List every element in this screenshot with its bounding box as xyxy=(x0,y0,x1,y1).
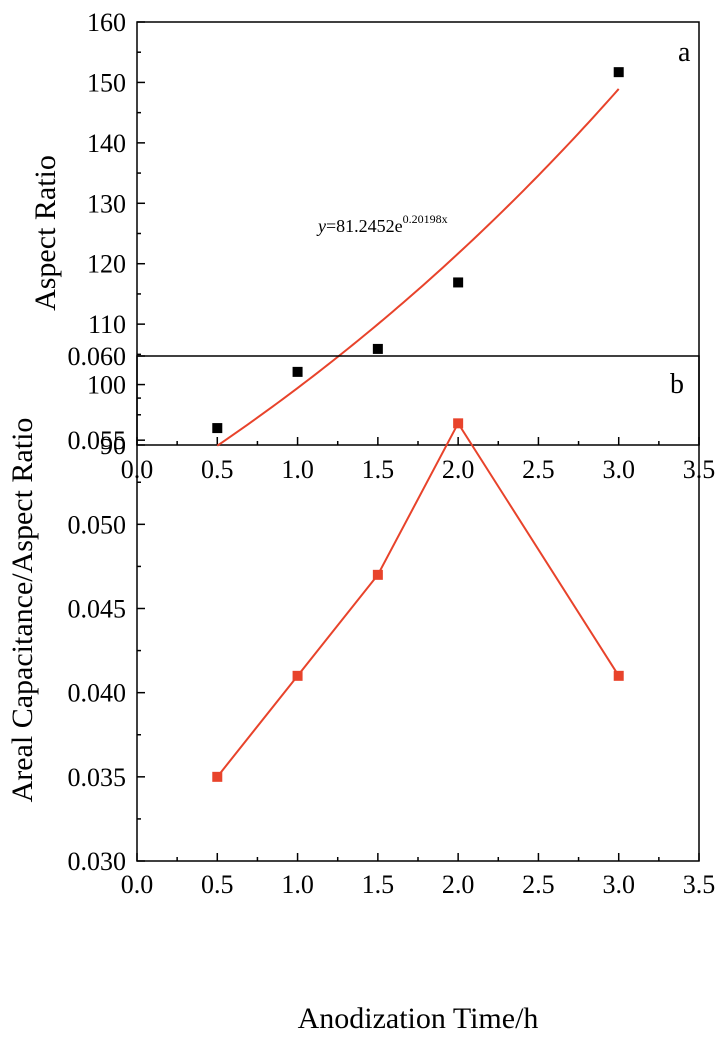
panel-b-data-point xyxy=(372,569,383,580)
fit-curve xyxy=(216,88,620,447)
panel-a-y-tick-label: 120 xyxy=(87,250,126,279)
panel-b-y-tick-label: 0.030 xyxy=(68,847,127,876)
panel-b-axis-ticks: 0.0 0.5 1.0 1.5 2.0 2.5 3.0 3.5 0.030 0.035 0.040 0… xyxy=(68,342,716,899)
panel-b-series-line xyxy=(216,421,620,778)
panel-b-letter: b xyxy=(670,369,684,400)
panel-a-plot-frame xyxy=(136,21,700,446)
panel-b-x-tick-label: 2.0 xyxy=(442,870,475,899)
panel-a-x-tick-label: 1.5 xyxy=(362,455,395,484)
fit-equation: y=81.2452e0.20198x xyxy=(316,212,448,236)
panel-a-data-point xyxy=(453,277,464,288)
panel-b-data-point xyxy=(453,418,464,429)
panel-b-chart: 0.0 0.5 1.0 1.5 2.0 2.5 3.0 3.5 0.030 0.035 0.040 0… xyxy=(6,342,715,1035)
panel-a-y-tick-label: 140 xyxy=(87,129,126,158)
panel-a-data-point xyxy=(292,366,303,377)
panel-a-y-tick-label: 110 xyxy=(88,310,126,339)
panel-b-x-tick-label: 3.5 xyxy=(683,870,716,899)
fit-equation-exponent: 0.20198x xyxy=(403,212,448,226)
panel-a-data-point xyxy=(212,423,223,434)
panel-b-data-point xyxy=(613,670,624,681)
panel-a-y-tick-label: 90 xyxy=(100,431,126,460)
x-axis-label: Anodization Time/h xyxy=(298,1002,539,1035)
panel-a-data-point xyxy=(372,343,383,354)
panel-a-y-tick-label: 100 xyxy=(87,371,126,400)
panel-a-data-points xyxy=(212,67,624,434)
panel-b-y-tick-label: 0.055 xyxy=(68,426,127,455)
panel-b-data-point xyxy=(292,670,303,681)
panel-b-y-axis-label: Areal Capacitance/Aspect Ratio xyxy=(6,418,39,803)
panel-a-y-tick-label: 160 xyxy=(87,8,126,37)
panel-b-data-point xyxy=(212,771,223,782)
panel-b-y-tick-label: 0.040 xyxy=(68,679,127,708)
panel-b-x-tick-label: 0.0 xyxy=(121,870,154,899)
fit-equation-var: y xyxy=(316,216,326,236)
panel-a-y-tick-label: 150 xyxy=(87,68,126,97)
panel-a-x-tick-label: 2.0 xyxy=(442,455,475,484)
panel-a-y-axis-label: Aspect Ratio xyxy=(29,155,62,311)
panel-b-x-tick-label: 1.5 xyxy=(362,870,395,899)
panel-a-letter: a xyxy=(678,37,691,68)
panel-b-y-tick-label: 0.045 xyxy=(68,595,127,624)
panel-a-axis-ticks: 0.0 0.5 1.0 1.5 2.0 2.5 3.0 3.59010011012013014… xyxy=(87,8,715,484)
panel-a-data-point xyxy=(613,67,624,78)
panel-a-fit-curve-group xyxy=(216,88,620,447)
panel-b-series-line-group xyxy=(216,421,620,778)
panel-a-chart: 0.0 0.5 1.0 1.5 2.0 2.5 3.0 3.59010011012013014… xyxy=(29,8,715,484)
panel-a-x-tick-label: 1.0 xyxy=(281,455,314,484)
panel-b-data-points xyxy=(212,418,624,782)
panel-a-y-tick-label: 130 xyxy=(87,189,126,218)
panel-a-x-tick-label: 3.0 xyxy=(602,455,635,484)
panel-a-x-tick-label: 0.5 xyxy=(201,455,234,484)
panel-b-x-tick-label: 1.0 xyxy=(281,870,314,899)
panel-b-y-tick-label: 0.050 xyxy=(68,510,127,539)
panel-b-y-tick-label: 0.035 xyxy=(68,763,127,792)
panel-b-x-tick-label: 2.5 xyxy=(522,870,555,899)
fit-equation-base: =81.2452e xyxy=(326,216,403,236)
panel-b-y-tick-label: 0.060 xyxy=(68,342,127,371)
panel-b-x-tick-label: 0.5 xyxy=(201,870,234,899)
panel-b-x-tick-label: 3.0 xyxy=(602,870,635,899)
panel-a-x-tick-label: 2.5 xyxy=(522,455,555,484)
